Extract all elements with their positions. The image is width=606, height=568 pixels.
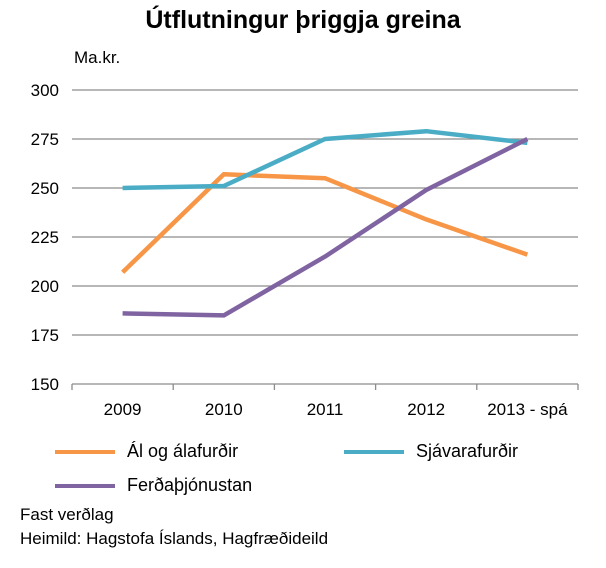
series-line-2 — [122, 136, 529, 318]
legend-item-sjavarafurdir: Sjávarafurðir — [344, 441, 518, 462]
y-tick-label: 150 — [31, 375, 59, 394]
source-note: Heimild: Hagstofa Íslands, Hagfræðideild — [20, 529, 329, 548]
x-tick-label: 2012 — [407, 400, 445, 419]
legend-swatch-sjavarafurdir — [344, 449, 404, 454]
legend-label-sjavarafurdir: Sjávarafurðir — [416, 441, 519, 461]
series-line-0 — [121, 172, 529, 274]
legend-swatch-ferdathjonustan — [55, 483, 115, 488]
y-tick-label: 250 — [31, 179, 59, 198]
y-tick-label: 225 — [31, 228, 59, 247]
y-tick-label: 275 — [31, 130, 59, 149]
legend-swatch-al — [55, 449, 115, 454]
x-tick-label: 2011 — [307, 400, 344, 419]
y-tick-label: 300 — [31, 81, 59, 100]
x-tick-label: 2009 — [104, 400, 142, 419]
legend-label-al: Ál og álafurðir — [127, 441, 239, 461]
price-basis-note: Fast verðlag — [20, 505, 114, 524]
series-line-1 — [122, 128, 528, 191]
chart-title: Útflutningur þriggja greina — [145, 6, 461, 34]
x-tick-label: 2013 - spá — [487, 400, 568, 419]
y-tick-label: 200 — [31, 277, 59, 296]
legend-item-al: Ál og álafurðir — [55, 441, 238, 462]
legend-item-ferdathjonustan: Ferðaþjónustan — [55, 475, 252, 496]
y-tick-label: 175 — [31, 326, 59, 345]
x-tick-label: 2010 — [205, 400, 243, 419]
y-axis-unit-label: Ma.kr. — [74, 48, 121, 67]
line-chart: 150 175 200 225 250 275 300 2009 2010 2011 2012 201… — [31, 81, 579, 419]
legend-label-ferdathjonustan: Ferðaþjónustan — [127, 475, 253, 495]
